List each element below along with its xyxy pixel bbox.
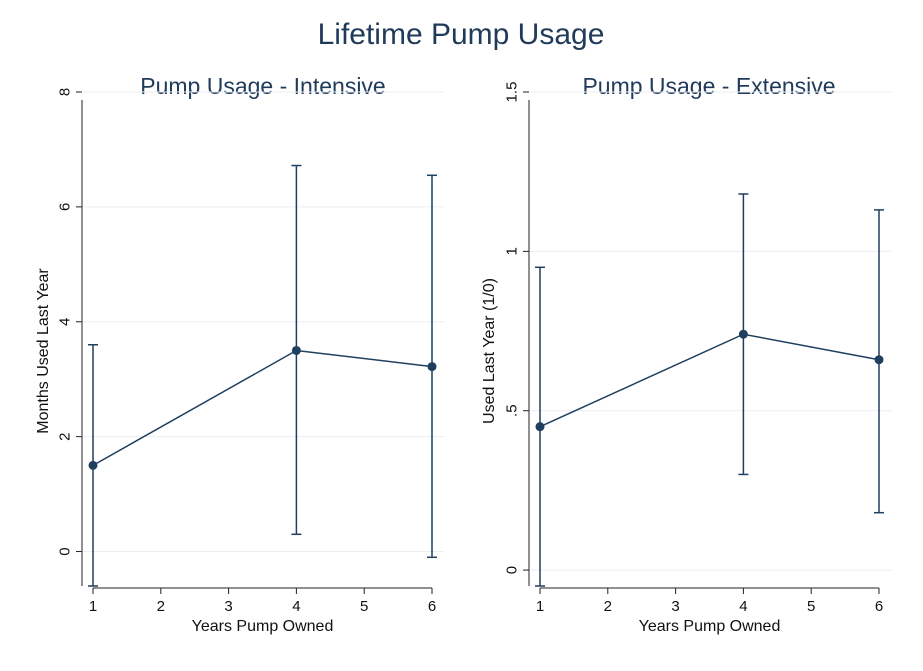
intensive-series-line: [92, 349, 433, 467]
intensive-x-tick-label: 4: [292, 598, 300, 615]
intensive-y-tick-label: 0: [57, 547, 74, 555]
extensive-data-point: [738, 329, 748, 339]
extensive-data-point: [535, 422, 545, 432]
extensive-x-tick-label: 1: [536, 598, 544, 615]
extensive-y-tick-label: 1.5: [504, 82, 521, 103]
intensive-data-point: [427, 362, 437, 372]
extensive-x-axis-label: Years Pump Owned: [639, 618, 781, 635]
extensive-x-tick-label: 5: [807, 598, 815, 615]
intensive-data-point: [291, 345, 301, 355]
intensive-x-tick-label: 5: [360, 598, 368, 615]
extensive-y-axis-label: Used Last Year (1/0): [481, 278, 498, 424]
intensive-y-tick-label: 8: [57, 88, 74, 96]
intensive-x-tick-label: 2: [157, 598, 165, 615]
extensive-panel-title: Pump Usage - Extensive: [582, 73, 835, 99]
panel-intensive: Pump Usage - Intensive 0 2 4 6 8 1 2 3 4 5 6 Years P…: [35, 73, 444, 635]
intensive-y-tick-label: 6: [57, 203, 74, 211]
extensive-y-tick-label: 1: [504, 247, 521, 255]
extensive-y-tick-label: .5: [504, 404, 521, 417]
extensive-series-line: [539, 333, 880, 428]
intensive-y-tick-label: 2: [57, 432, 74, 440]
intensive-y-tick-label: 4: [57, 318, 74, 326]
extensive-x-tick-label: 6: [875, 598, 883, 615]
extensive-y-tick-label: 0: [504, 566, 521, 574]
intensive-y-axis-label: Months Used Last Year: [35, 268, 52, 434]
intensive-x-tick-label: 6: [428, 598, 436, 615]
intensive-x-tick-label: 1: [89, 598, 97, 615]
extensive-x-tick-label: 3: [671, 598, 679, 615]
extensive-x-tick-label: 2: [604, 598, 612, 615]
intensive-data-point: [88, 460, 98, 470]
extensive-x-tick-label: 4: [739, 598, 747, 615]
extensive-data-point: [874, 355, 884, 365]
intensive-panel-title: Pump Usage - Intensive: [140, 73, 385, 99]
figure-title: Lifetime Pump Usage: [318, 18, 605, 51]
panel-extensive: Pump Usage - Extensive 0 .5 1 1.5 1 2 3 4 5 6 Years…: [481, 73, 891, 635]
intensive-x-tick-label: 3: [224, 598, 232, 615]
intensive-x-axis-label: Years Pump Owned: [192, 618, 334, 635]
